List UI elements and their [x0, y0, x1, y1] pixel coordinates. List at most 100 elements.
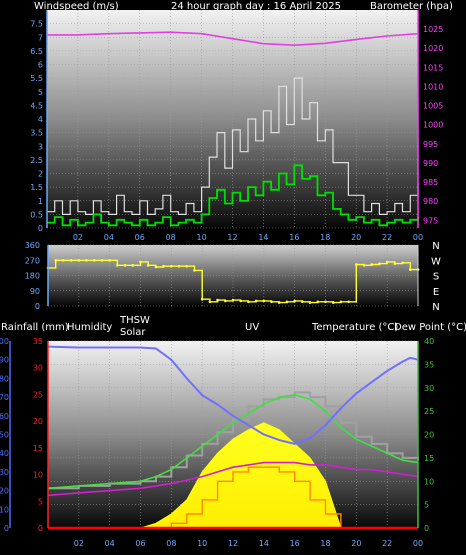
windspeed-tick-label: 2.5: [30, 156, 43, 165]
wind-direction-point: [216, 298, 219, 302]
wind-x-tick-label: 06: [135, 233, 145, 242]
wind-direction-point: [401, 261, 404, 265]
wind-barometer-panel: 0 0.5 1 1.5 2 2.5 3 3.5 4 4.5 5 5.5 6 6.5 7 7.5 975 980 98…: [30, 1, 453, 242]
rainfall-label: Rainfall (mm): [1, 322, 69, 333]
rainfall-tick-label: 25: [33, 390, 43, 399]
rainfall-tick-label: 10: [33, 471, 43, 480]
windspeed-line: [47, 164, 419, 227]
wind-direction-point: [239, 299, 243, 303]
windspeed-tick-label: 5: [38, 88, 43, 97]
wind-direction-point: [262, 299, 266, 303]
barometer-tick-label: 995: [423, 140, 438, 149]
wind-direction-point: [223, 299, 227, 303]
compass-label: S: [433, 272, 439, 283]
wind-direction-point: [339, 300, 343, 304]
windspeed-tick-label: 3: [38, 142, 43, 151]
wind-direction-point: [162, 264, 165, 268]
wind-x-tick-label: 10: [196, 233, 206, 242]
wind-direction-point: [193, 269, 196, 272]
windspeed-tick-label: 0.5: [30, 210, 43, 219]
wind-direction-point: [123, 264, 127, 267]
wind-direction-point: [85, 258, 88, 262]
barometer-tick-label: 1025: [423, 25, 443, 34]
compass-label: E: [433, 287, 439, 298]
temperature-tick-label: 20: [424, 431, 434, 440]
wind-direction-point: [62, 258, 65, 262]
climate-tick-labels: 0510152025303540010203040506070809010005…: [0, 337, 434, 548]
wind-direction-point: [370, 263, 374, 266]
wind-direction-point: [170, 264, 173, 268]
wind-direction-point: [355, 263, 358, 266]
climate-x-tick-label: 00: [413, 539, 423, 548]
wind-series: [47, 31, 419, 227]
windspeed-tick-label: 0: [38, 224, 43, 233]
climate-series: [47, 345, 419, 530]
direction-tick-label: 360: [25, 241, 40, 250]
wind-direction-point: [139, 260, 142, 264]
wind-direction-point: [208, 300, 212, 304]
wind-direction-point: [347, 300, 350, 304]
wind-direction-point: [177, 264, 181, 268]
temperature-label: Temperature (°C): [311, 322, 398, 333]
temperature-tick-label: 5: [424, 501, 429, 510]
climate-x-tick-label: 20: [351, 539, 361, 548]
wind-x-tick-label: 16: [289, 233, 299, 242]
windspeed-tick-label: 4.5: [30, 101, 43, 110]
wind-direction-point: [100, 258, 104, 262]
humidity-label: Humidity: [67, 322, 112, 333]
wind-x-tick-label: 02: [73, 233, 83, 242]
windspeed-tick-label: 3.5: [30, 129, 43, 138]
barometer-tick-label: 980: [423, 197, 438, 206]
wind-direction-point: [154, 265, 158, 269]
barometer-tick-label: 1020: [423, 44, 443, 53]
windspeed-axis-label: Windspeed (m/s): [34, 1, 119, 12]
humidity-tick-label: 90: [0, 356, 9, 365]
wind-x-tick-label: 00: [413, 233, 423, 242]
climate-x-tick-label: 04: [105, 539, 115, 548]
wind-direction-point: [277, 301, 281, 304]
humidity-tick-label: 40: [0, 449, 9, 458]
wind-direction-point: [116, 264, 119, 267]
graph-title: 24 hour graph day : 16 April 2025: [171, 1, 341, 12]
dewpoint-label: Dew Point (°C): [394, 322, 466, 333]
windspeed-tick-label: 7: [38, 33, 43, 42]
wind-direction-point: [316, 300, 320, 304]
wind-direction-point: [270, 300, 273, 304]
wind-direction-point: [393, 262, 397, 265]
humidity-tick-label: 0: [4, 524, 9, 533]
direction-tick-label: 0: [35, 302, 40, 311]
windspeed-tick-label: 2: [38, 170, 43, 179]
wind-direction-point: [301, 300, 304, 304]
humidity-tick-label: 10: [0, 505, 9, 514]
humidity-tick-label: 80: [0, 374, 9, 383]
temperature-tick-label: 15: [424, 454, 434, 463]
rainfall-tick-label: 20: [33, 417, 43, 426]
wind-direction-point: [200, 297, 204, 301]
wind-x-tick-label: 08: [166, 233, 176, 242]
climate-x-tick-label: 18: [320, 539, 330, 548]
climate-x-tick-label: 16: [290, 539, 300, 548]
barometer-tick-label: 1005: [423, 102, 443, 111]
temperature-tick-label: 10: [424, 477, 434, 486]
barometer-tick-label: 985: [423, 178, 438, 187]
wind-direction-point: [231, 298, 235, 302]
rainfall-tick-label: 15: [33, 444, 43, 453]
windspeed-tick-label: 6.5: [30, 47, 43, 56]
wind-x-tick-label: 20: [351, 233, 361, 242]
wind-direction-point: [285, 300, 289, 304]
temperature-tick-label: 30: [424, 384, 434, 393]
barometer-line: [47, 31, 419, 47]
rainfall-tick-label: 0: [38, 524, 43, 533]
windspeed-tick-label: 4: [38, 115, 43, 124]
wind-direction-point: [77, 258, 81, 262]
windspeed-tick-label: 1: [38, 197, 43, 206]
wind-direction-point: [108, 258, 111, 262]
climate-x-tick-label: 14: [259, 539, 269, 548]
wind-x-tick-label: 12: [227, 233, 237, 242]
wind-direction-point: [308, 301, 312, 304]
thsw-line: [48, 391, 419, 490]
humidity-line: [47, 345, 419, 445]
thsw-label: THSW: [119, 315, 150, 326]
gust-line: [47, 77, 419, 215]
